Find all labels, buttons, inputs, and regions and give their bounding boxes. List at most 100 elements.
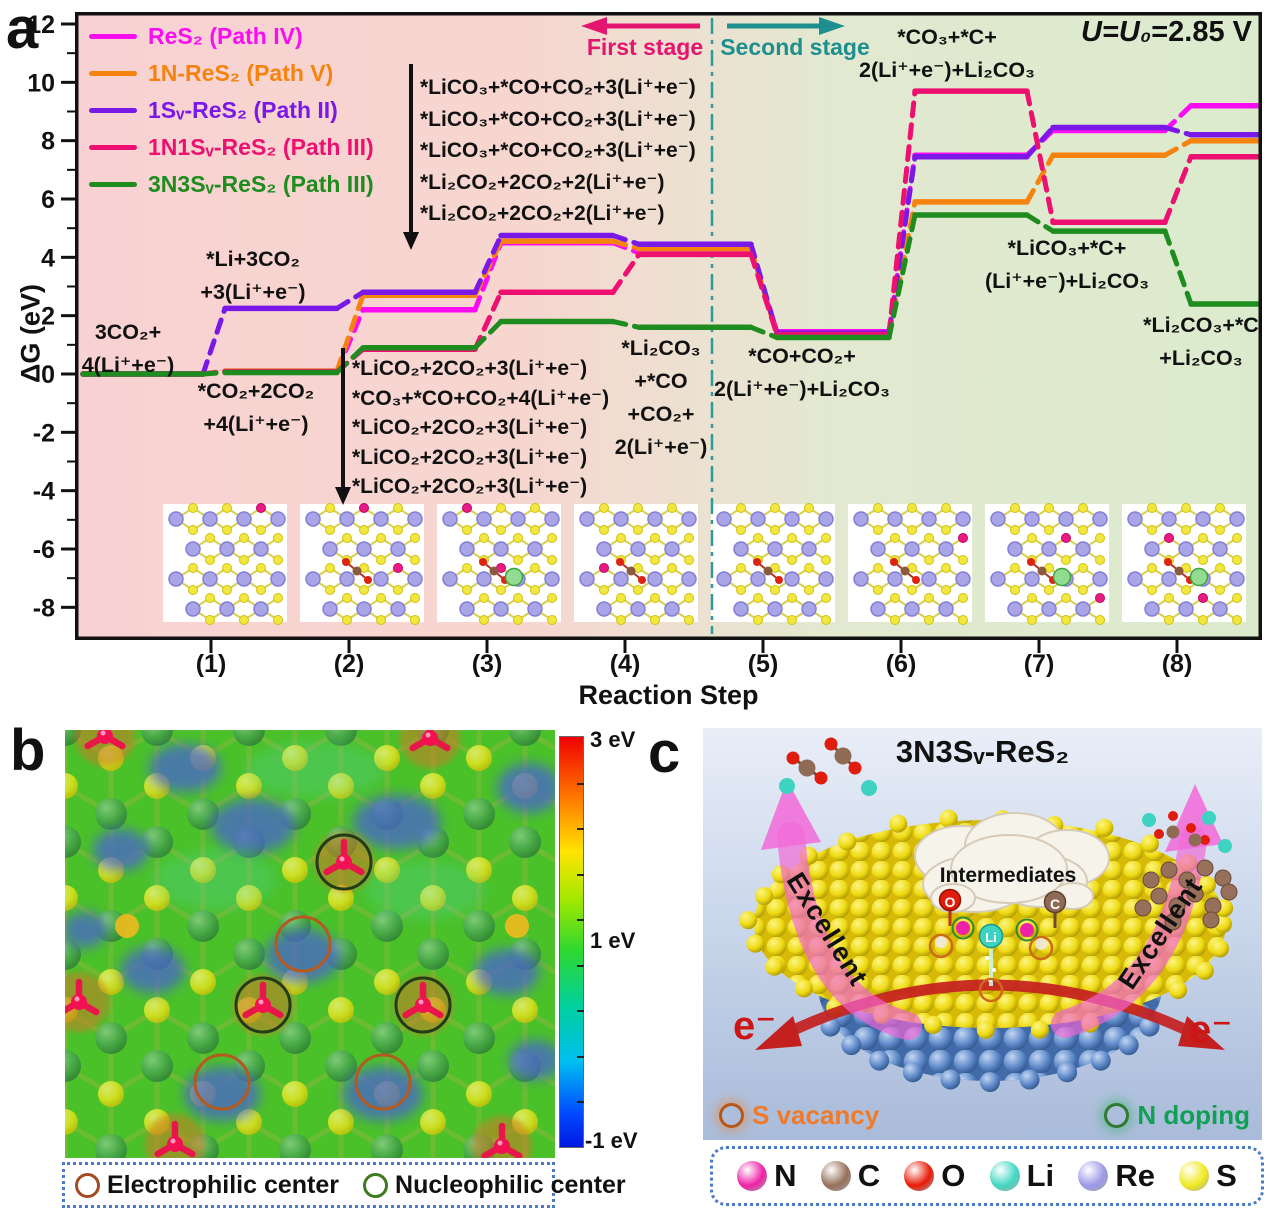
li-atom-icon <box>861 780 877 796</box>
panel-b-esp-map <box>3 661 619 1212</box>
state-6-label: *CO₃+*C+ 2(Li⁺+e⁻)+Li₂CO₃ <box>859 25 1035 82</box>
re-ball-icon <box>1078 1161 1109 1191</box>
first-stage-label: First stage <box>586 34 704 60</box>
low-potential-region <box>265 929 341 983</box>
second-stage-label: Second stage <box>720 34 870 60</box>
series-connector <box>200 212 1194 377</box>
upper-annotation-line: *Li₂CO₂+2CO₂+2(Li⁺+e⁻) <box>420 202 665 225</box>
legend-swatch-icon <box>89 71 137 76</box>
element-symbol: S <box>1216 1158 1237 1193</box>
element-legend: N C O Li Re S <box>710 1146 1264 1206</box>
lower-annotation-line: *LiCO₂+2CO₂+3(Li⁺+e⁻) <box>352 475 588 498</box>
low-potential-region <box>497 763 561 813</box>
low-potential-region <box>343 1067 423 1121</box>
colorbar-label-top: 3 eV <box>590 727 636 752</box>
low-potential-region <box>475 949 539 995</box>
potential-symbol: U=U₀ <box>1080 16 1152 48</box>
lower-annotation-line: *LiCO₂+2CO₂+3(Li⁺+e⁻) <box>352 445 588 469</box>
upper-annotation-line: *LiCO₃+*CO+CO₂+3(Li⁺+e⁻) <box>420 76 696 99</box>
x-tick-label: (6) <box>886 650 917 678</box>
schematic-illustration: O C Li <box>739 737 1238 1092</box>
x-tick-label: (2) <box>334 650 365 678</box>
axis-frame <box>75 12 1262 640</box>
y-tick-label: -6 <box>33 536 55 564</box>
intermediates-cloud <box>950 834 1068 904</box>
c-atom-icon <box>1220 883 1238 901</box>
colorbar-label-bottom: -1 eV <box>585 1128 638 1153</box>
li-atom-icon <box>779 778 795 794</box>
o-atom-icon <box>824 737 838 751</box>
o-atom-icon <box>938 888 962 912</box>
svg-text:C: C <box>1050 896 1060 912</box>
element-symbol: O <box>941 1158 966 1193</box>
legend-label: 1N1Sᵥ-ReS₂ (Path III) <box>148 134 374 160</box>
svg-text:O: O <box>945 894 956 910</box>
x-tick-label: (7) <box>1024 650 1055 678</box>
legend-swatch-icon <box>89 182 137 187</box>
n-dopant-site <box>71 994 87 1010</box>
legend-swatch-icon <box>89 145 137 150</box>
c-atom-icon <box>1150 887 1168 905</box>
esp-map-image <box>3 661 619 1212</box>
electrophilic-ring-icon <box>75 1172 100 1198</box>
legend-item: ReS₂ (Path IV) <box>89 18 374 55</box>
n-doping-ring-icon <box>1104 1103 1130 1128</box>
x-tick-label: (8) <box>1162 650 1193 678</box>
legend-label: 1Sᵥ-ReS₂ (Path II) <box>148 97 338 123</box>
x-tick-label: (1) <box>196 650 227 678</box>
element-legend-item: S <box>1179 1158 1237 1194</box>
element-legend-item: Re <box>1078 1158 1155 1194</box>
upper-annotation-line: *Li₂CO₂+2CO₂+2(Li⁺+e⁻) <box>420 170 665 194</box>
legend-item: 1N-ReS₂ (Path V) <box>89 55 374 92</box>
panel-b-legend: Electrophilic center Nucleophilic center <box>62 1162 626 1208</box>
o-atom-icon <box>786 751 800 765</box>
nucleophilic-ring-icon <box>363 1172 389 1198</box>
element-legend-item: N <box>737 1158 797 1194</box>
electron-label-left: e⁻ <box>733 1004 777 1048</box>
legend-item: 3N3Sᵥ-ReS₂ (Path III) <box>89 166 374 203</box>
low-potential-region <box>211 799 295 853</box>
y-tick-label: 8 <box>41 128 55 156</box>
y-tick-label: -8 <box>33 594 55 622</box>
panel-a-label: a <box>6 0 39 61</box>
element-symbol: Re <box>1115 1158 1155 1193</box>
potential-value: =2.85 V <box>1151 16 1252 48</box>
y-tick-label: 6 <box>41 186 55 214</box>
s-vacancy-badge: S vacancy <box>719 1100 879 1131</box>
n-doping-label: N doping <box>1137 1100 1250 1130</box>
li-ball-icon <box>989 1161 1020 1191</box>
applied-potential-label: U=U₀=2.85 V <box>1081 16 1252 49</box>
c-atom-icon <box>1178 871 1196 889</box>
legend-label: 3N3Sᵥ-ReS₂ (Path III) <box>148 171 374 197</box>
element-symbol: C <box>857 1158 881 1193</box>
n-dopant-site <box>415 997 431 1013</box>
y-tick-label: 2 <box>41 303 55 331</box>
state-8-label: *Li₂CO₃+*C +Li₂CO₃ <box>1143 313 1259 370</box>
c-atom-icon <box>1160 861 1178 879</box>
state-7-label: *LiCO₃+*C+ (Li⁺+e⁻)+Li₂CO₃ <box>984 236 1150 293</box>
o-atom-icon <box>814 771 828 785</box>
low-potential-region <box>93 829 149 871</box>
n-dopant-site <box>255 997 271 1013</box>
legend-label: 1N-ReS₂ (Path V) <box>148 60 334 86</box>
colorbar-label-middle: 1 eV <box>590 928 636 953</box>
svg-text:Li: Li <box>985 930 997 945</box>
legend-swatch-icon <box>89 34 137 39</box>
lower-annotation-line: *LiCO₂+2CO₂+3(Li⁺+e⁻) <box>352 357 588 380</box>
c-atom-icon <box>1168 897 1186 915</box>
state-1-upper-label: *Li+3CO₂ +3(Li⁺+e⁻) <box>200 247 306 304</box>
panel-a-legend: ReS₂ (Path IV) 1N-ReS₂ (Path V) 1Sᵥ-ReS₂ (… <box>89 18 374 203</box>
li-atom-icon <box>978 923 1004 949</box>
energy-diagram-plot: -8 -6 -4 -2 0 2 4 6 8 10 12 (1) (2) (3) (4) (5) (6) (7) (8… <box>27 11 1262 678</box>
legend-label: ReS₂ (Path IV) <box>148 23 303 49</box>
low-potential-region <box>121 947 185 993</box>
lower-annotation-block: *LiCO₂+2CO₂+3(Li⁺+e⁻) *CO₃+*CO+CO₂+4(Li⁺+… <box>352 354 609 502</box>
c-atom-icon <box>798 759 816 777</box>
panel-c-title: 3N3Sᵥ-ReS₂ <box>895 734 1070 769</box>
element-legend-item: C <box>820 1158 881 1194</box>
low-potential-region <box>353 795 441 849</box>
c-atom-icon <box>1186 885 1204 903</box>
n-dopant-site <box>422 730 438 746</box>
nucleophilic-center-ring-icon <box>234 976 292 1034</box>
